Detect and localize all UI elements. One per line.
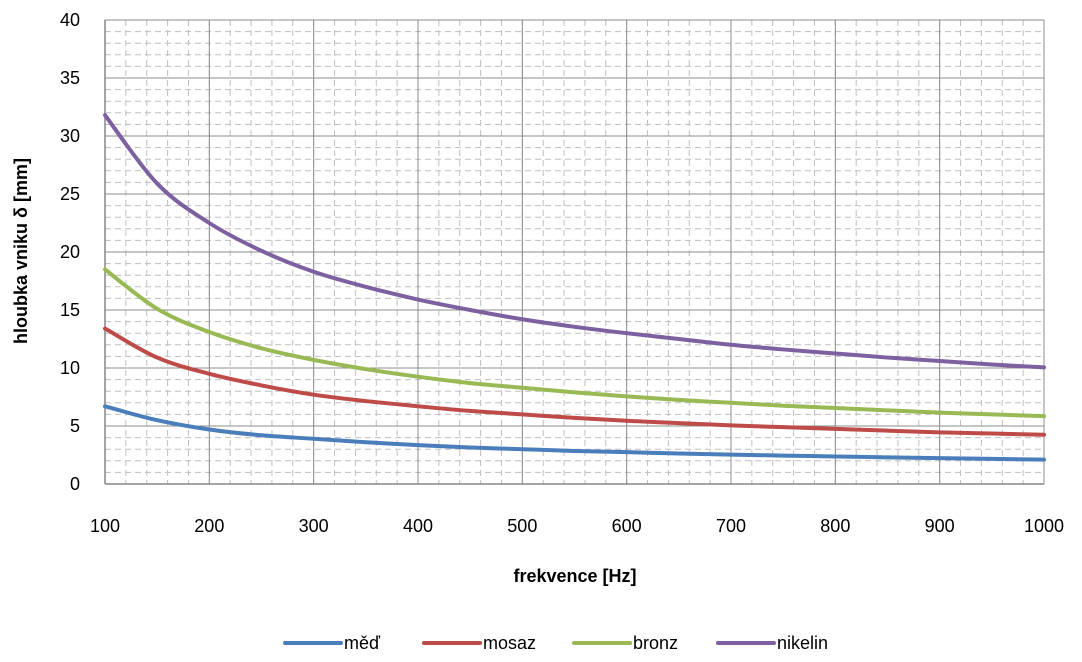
x-axis-title: frekvence [Hz] xyxy=(513,566,636,586)
legend-label-mosaz: mosaz xyxy=(483,633,536,653)
y-tick-labels: 0 5 10 15 20 25 30 35 40 xyxy=(60,10,80,494)
legend-label-bronz: bronz xyxy=(633,633,678,653)
major-grid xyxy=(104,19,1045,485)
y-tick-label: 5 xyxy=(70,416,80,436)
series-line-bronz xyxy=(103,267,1046,419)
x-tick-label: 800 xyxy=(820,516,850,536)
y-tick-label: 20 xyxy=(60,242,80,262)
legend-label-měď: měď xyxy=(344,633,381,653)
y-tick-label: 40 xyxy=(60,10,80,30)
series-layer xyxy=(103,113,1046,462)
y-axis-title: hloubka vniku δ [mm] xyxy=(11,158,31,344)
x-tick-label: 400 xyxy=(403,516,433,536)
y-tick-label: 35 xyxy=(60,68,80,88)
x-tick-label: 500 xyxy=(507,516,537,536)
series-line-měď xyxy=(103,404,1046,462)
legend: měď mosaz bronz nikelin xyxy=(283,633,828,653)
x-tick-label: 900 xyxy=(925,516,955,536)
series-line-mosaz xyxy=(103,326,1046,437)
x-tick-label: 100 xyxy=(90,516,120,536)
x-tick-label: 200 xyxy=(194,516,224,536)
y-tick-label: 25 xyxy=(60,184,80,204)
y-tick-label: 15 xyxy=(60,300,80,320)
legend-label-nikelin: nikelin xyxy=(777,633,828,653)
x-tick-label: 1000 xyxy=(1024,516,1064,536)
x-tick-labels: 100 200 300 400 500 600 700 800 900 1000 xyxy=(90,516,1064,536)
y-tick-label: 30 xyxy=(60,126,80,146)
x-tick-label: 700 xyxy=(716,516,746,536)
x-tick-label: 600 xyxy=(612,516,642,536)
y-tick-label: 10 xyxy=(60,358,80,378)
series-line-nikelin xyxy=(103,113,1046,370)
x-tick-label: 300 xyxy=(299,516,329,536)
y-tick-label: 0 xyxy=(70,474,80,494)
